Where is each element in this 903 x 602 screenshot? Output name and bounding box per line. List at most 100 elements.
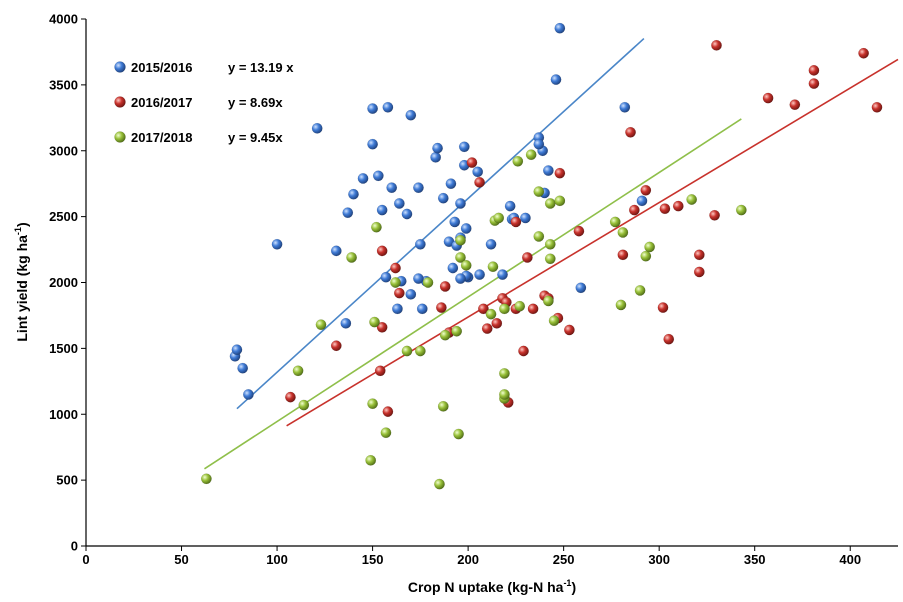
data-point-2017-2018	[544, 238, 556, 250]
y-tick-label: 1000	[49, 407, 78, 422]
data-point-2015-2016	[376, 204, 388, 216]
data-point-2017-2018	[533, 186, 545, 198]
data-point-2016-2017	[657, 302, 669, 313]
data-point-2017-2018	[401, 345, 413, 357]
data-point-2015-2016	[401, 208, 413, 220]
data-point-2016-2017	[474, 176, 486, 188]
data-point-2017-2018	[434, 478, 445, 490]
data-point-2015-2016	[504, 200, 516, 212]
data-point-2017-2018	[455, 234, 466, 246]
data-point-2017-2018	[367, 398, 379, 410]
data-point-2015-2016	[472, 166, 484, 178]
data-point-2016-2017	[481, 323, 493, 335]
data-point-2017-2018	[525, 149, 537, 161]
y-tick-label: 3500	[49, 77, 78, 92]
data-point-2015-2016	[575, 282, 587, 294]
data-point-2017-2018	[686, 194, 698, 205]
data-point-2015-2016	[340, 317, 352, 329]
data-point-2015-2016	[242, 389, 254, 400]
data-point-2017-2018	[422, 277, 434, 288]
data-point-2015-2016	[412, 182, 424, 194]
data-point-2015-2016	[405, 288, 417, 300]
legend-label: 2016/2017	[131, 95, 192, 110]
y-axis-title: Lint yield (kg ha-1)	[13, 222, 30, 341]
legend-marker	[114, 96, 126, 108]
data-point-2017-2018	[609, 216, 621, 228]
data-point-2015-2016	[554, 22, 566, 34]
data-point-2016-2017	[510, 216, 522, 228]
data-point-2016-2017	[382, 406, 394, 418]
data-point-2015-2016	[458, 141, 470, 153]
data-point-2015-2016	[550, 74, 562, 86]
data-point-2015-2016	[391, 303, 403, 315]
trendline-2016-2017	[286, 58, 899, 427]
x-tick-label: 100	[266, 552, 288, 567]
data-point-2015-2016	[432, 142, 443, 154]
data-point-2015-2016	[449, 216, 461, 228]
data-point-2015-2016	[237, 362, 249, 374]
data-point-2017-2018	[634, 284, 646, 296]
data-point-2015-2016	[393, 198, 405, 209]
data-point-2015-2016	[231, 344, 243, 356]
data-point-2016-2017	[625, 126, 636, 138]
data-point-2015-2016	[430, 151, 442, 163]
data-point-2017-2018	[455, 252, 466, 263]
data-point-2016-2017	[376, 245, 388, 257]
x-tick-label: 0	[82, 552, 89, 567]
data-point-2017-2018	[200, 473, 212, 485]
data-point-2015-2016	[367, 138, 379, 150]
data-point-2016-2017	[439, 281, 451, 292]
data-point-2016-2017	[808, 78, 820, 90]
y-tick-label: 1500	[49, 341, 78, 356]
data-point-2017-2018	[453, 428, 465, 440]
data-point-2017-2018	[544, 198, 556, 209]
trendline-2015-2016	[236, 37, 645, 410]
data-point-2015-2016	[474, 269, 486, 281]
data-point-2017-2018	[554, 195, 566, 207]
data-point-2017-2018	[498, 303, 510, 315]
legend-marker	[114, 61, 126, 73]
data-point-2016-2017	[659, 203, 671, 215]
data-point-2016-2017	[390, 262, 401, 274]
data-point-2016-2017	[477, 303, 489, 315]
data-point-2016-2017	[709, 209, 721, 221]
x-tick-label: 250	[553, 552, 575, 567]
y-tick-label: 2000	[49, 275, 78, 290]
x-tick-label: 200	[457, 552, 479, 567]
data-point-2016-2017	[518, 345, 529, 357]
data-points	[200, 22, 883, 490]
data-point-2015-2016	[485, 238, 497, 250]
data-point-2016-2017	[563, 324, 575, 336]
data-point-2017-2018	[493, 212, 505, 224]
y-tick-label: 500	[56, 473, 78, 488]
data-point-2015-2016	[519, 212, 531, 224]
data-point-2015-2016	[348, 188, 359, 200]
data-point-2017-2018	[640, 250, 652, 262]
data-point-2017-2018	[439, 329, 451, 341]
data-point-2017-2018	[487, 261, 499, 273]
data-point-2017-2018	[498, 389, 510, 400]
data-point-2017-2018	[292, 365, 304, 377]
data-point-2016-2017	[762, 92, 774, 104]
data-point-2016-2017	[617, 249, 629, 261]
data-point-2017-2018	[380, 427, 392, 439]
data-point-2016-2017	[573, 225, 585, 237]
data-point-2016-2017	[554, 167, 566, 179]
data-point-2015-2016	[380, 271, 392, 283]
x-tick-label: 400	[839, 552, 861, 567]
data-point-2017-2018	[542, 295, 554, 307]
data-point-2017-2018	[533, 230, 545, 242]
data-point-2016-2017	[374, 365, 386, 377]
data-point-2015-2016	[367, 103, 379, 115]
legend-marker	[114, 131, 126, 143]
data-point-2015-2016	[382, 101, 394, 113]
data-point-2016-2017	[527, 303, 539, 315]
data-point-2015-2016	[357, 172, 369, 184]
data-point-2016-2017	[393, 287, 405, 299]
data-point-2017-2018	[485, 308, 497, 320]
y-tick-label: 0	[71, 539, 78, 554]
data-point-2015-2016	[330, 245, 342, 257]
data-point-2015-2016	[455, 198, 466, 209]
data-point-2015-2016	[445, 178, 457, 190]
